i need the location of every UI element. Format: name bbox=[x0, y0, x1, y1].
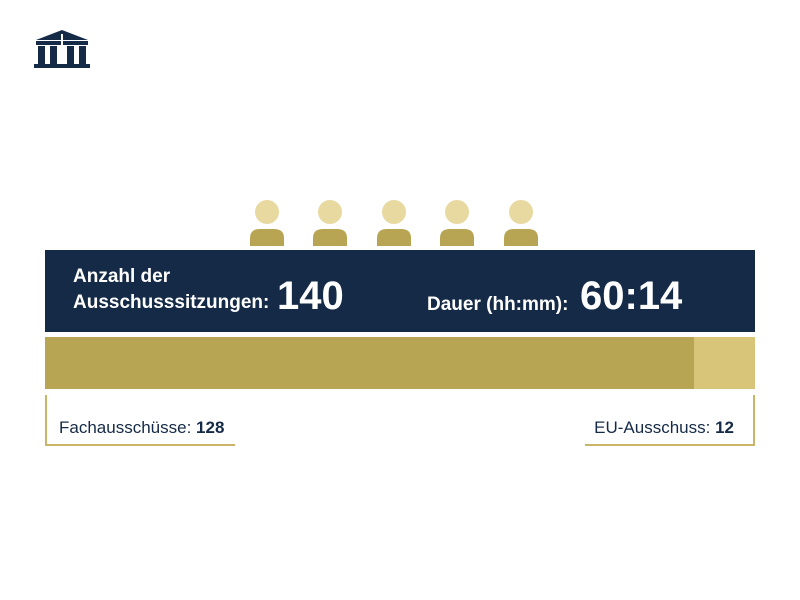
legend-value: 12 bbox=[715, 418, 734, 437]
legend-name: Fachausschüsse: bbox=[59, 418, 192, 437]
bracket bbox=[45, 395, 235, 446]
duration-value: 60:14 bbox=[580, 274, 683, 318]
legend-name: EU-Ausschuss: bbox=[594, 418, 711, 437]
duration-label: Dauer (hh:mm): bbox=[427, 294, 569, 315]
logo bbox=[34, 30, 90, 68]
total-value: 140 bbox=[277, 274, 344, 318]
legend-item: Fachausschüsse: 128 bbox=[59, 418, 224, 438]
stacked-bar bbox=[45, 337, 755, 389]
total-label: Anzahl der Ausschusssitzungen: bbox=[73, 266, 270, 313]
legend-value: 128 bbox=[196, 418, 225, 437]
summary-box: Anzahl der Ausschusssitzungen: 140 Dauer… bbox=[45, 250, 755, 332]
people-icons bbox=[250, 200, 538, 246]
legend-item: EU-Ausschuss: 12 bbox=[594, 418, 734, 438]
bar-segment bbox=[45, 337, 695, 389]
bar-segment bbox=[694, 337, 755, 389]
bracket bbox=[585, 395, 755, 446]
